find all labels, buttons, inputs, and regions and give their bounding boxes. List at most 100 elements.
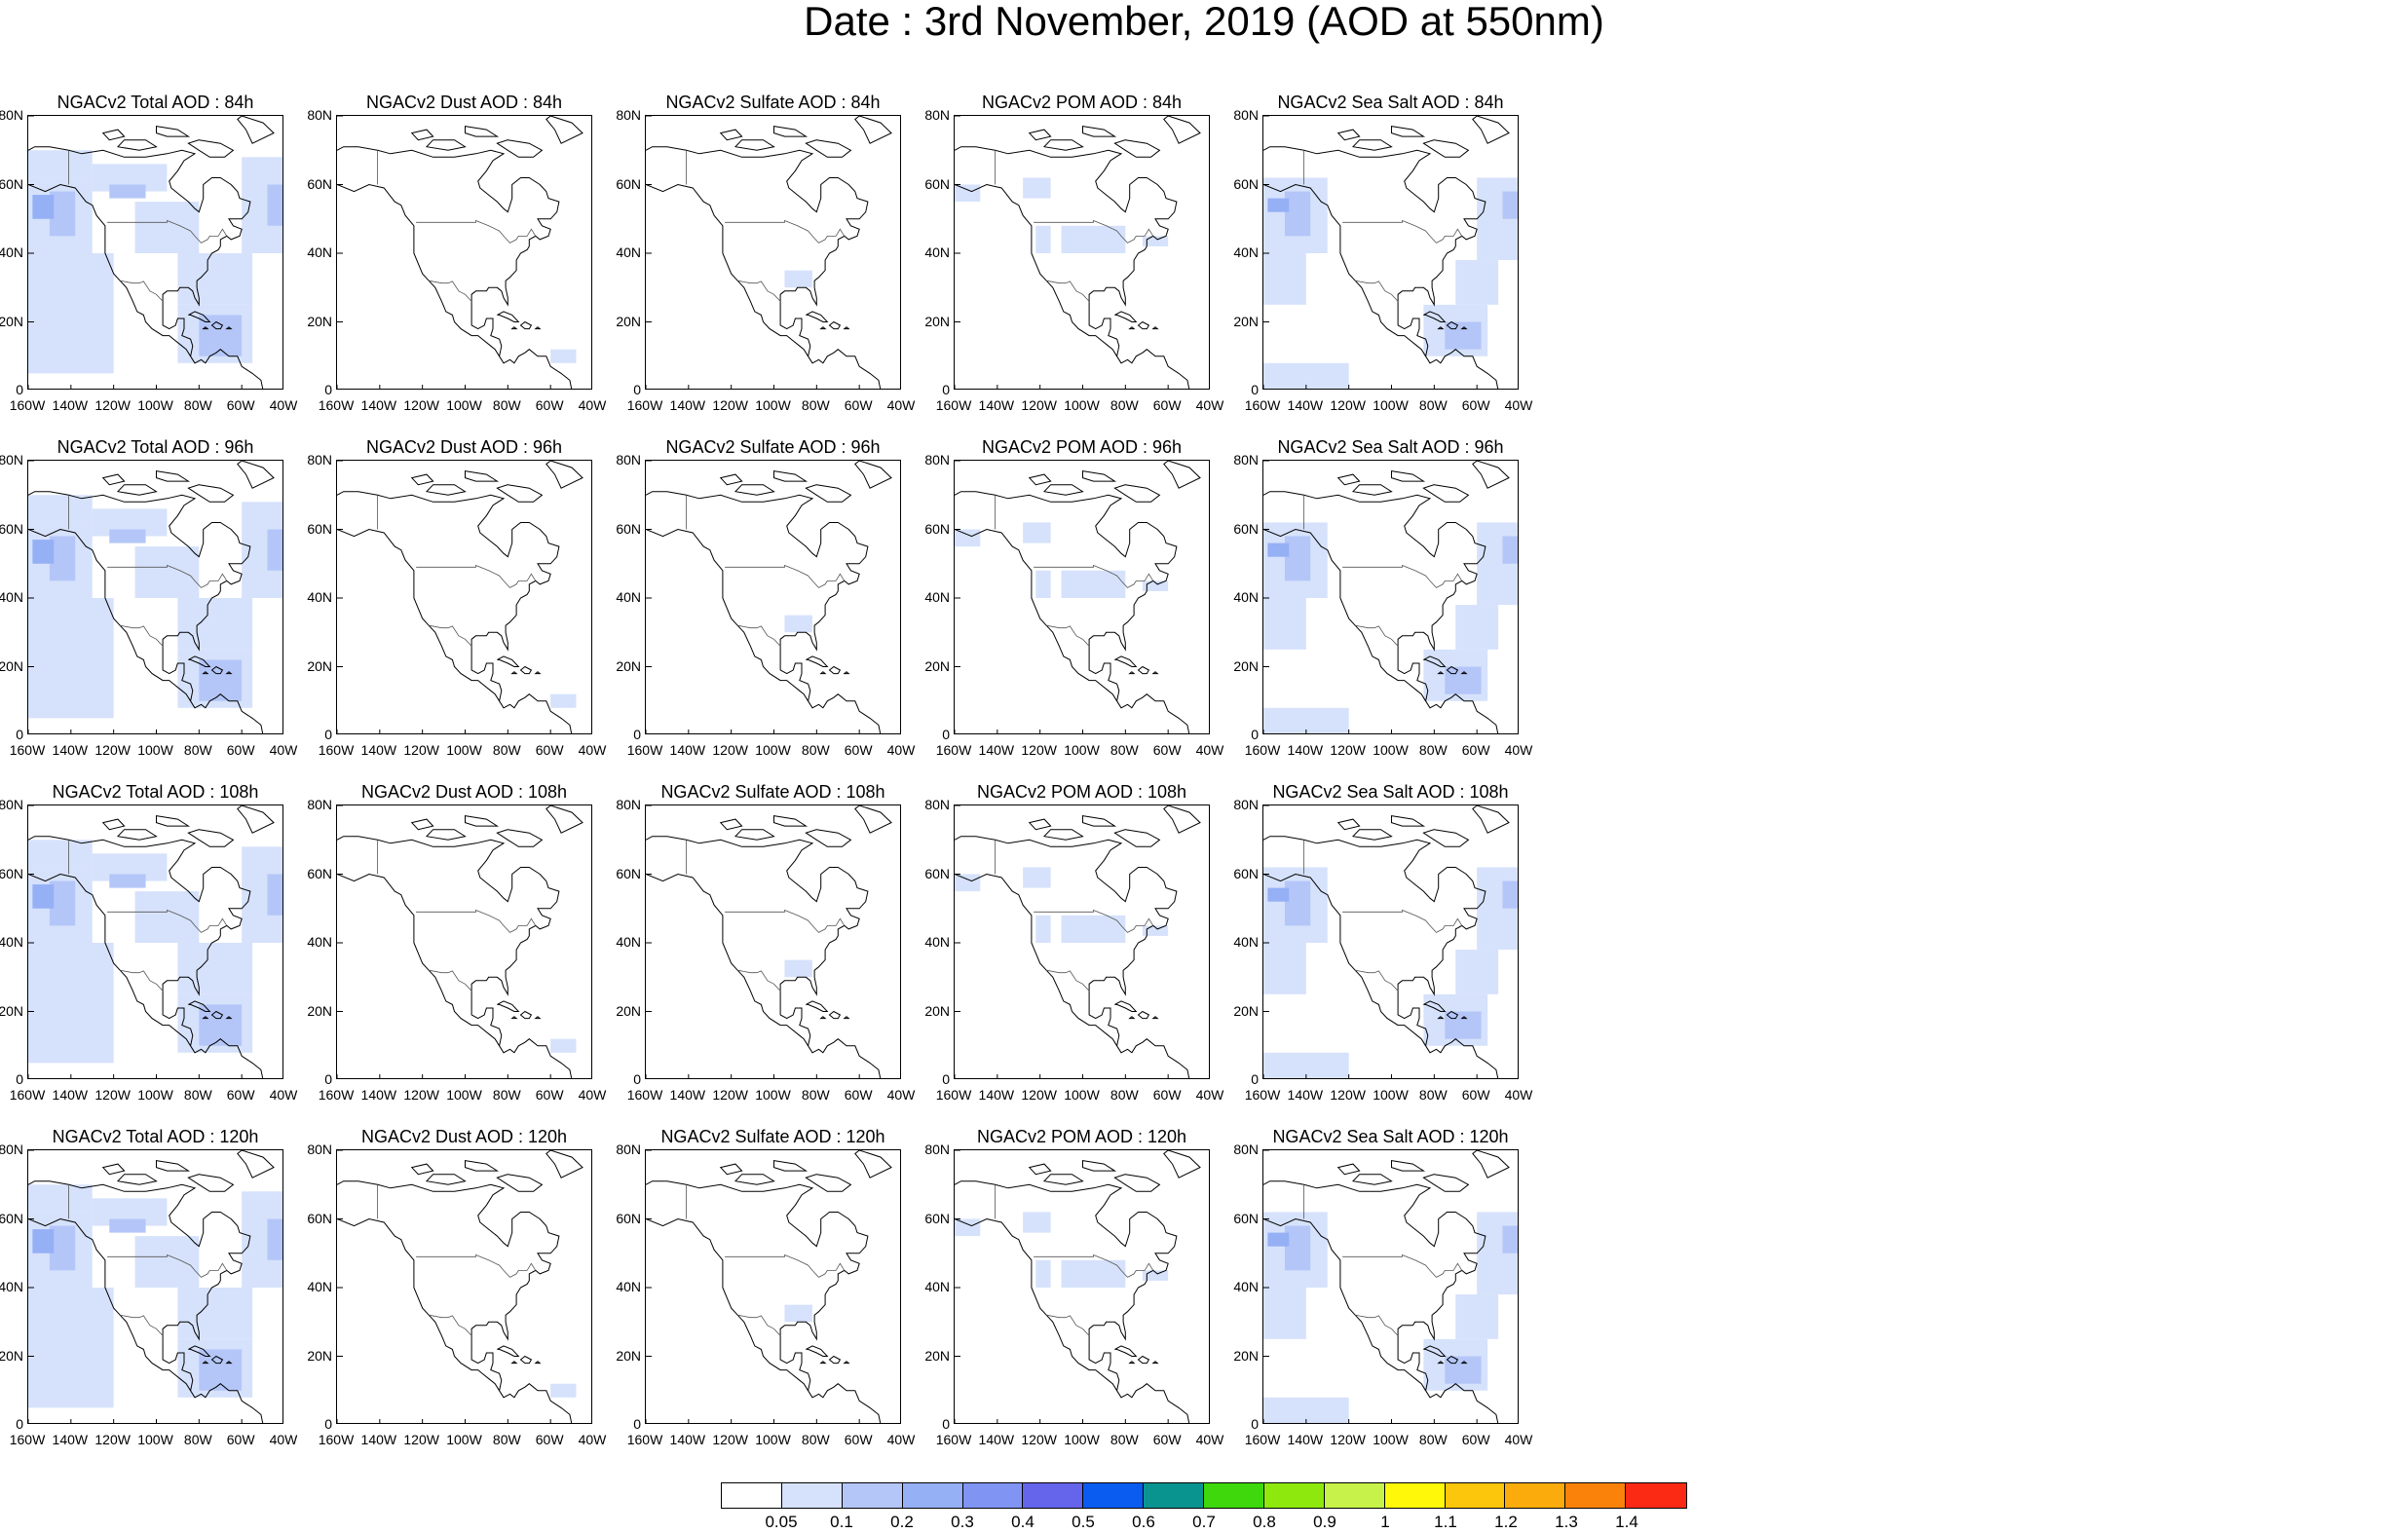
lat-tick-label: 60N: [0, 520, 23, 537]
colorbar-label: 1: [1380, 1513, 1390, 1531]
island-outline: [156, 126, 191, 137]
aod-map: [955, 805, 1201, 1078]
aod-shaded-region: [1035, 1259, 1051, 1288]
coastline: [1263, 183, 1499, 389]
map-plot-area: [645, 1149, 901, 1424]
panel-title: NGACv2 Total AOD : 120h: [52, 1127, 259, 1146]
lon-tick-label: 60W: [226, 1087, 255, 1103]
aod-shaded-region: [1455, 605, 1499, 650]
aod-shaded-region: [1284, 536, 1311, 581]
island-outline: [1422, 484, 1470, 503]
island-outline: [719, 129, 743, 141]
coastline: [337, 528, 573, 733]
island-outline: [202, 671, 209, 675]
colorbar-swatch: [1083, 1483, 1145, 1508]
aod-shaded-region: [1455, 950, 1499, 994]
country-border: [1342, 909, 1463, 933]
lat-tick-label: 0: [633, 1071, 641, 1087]
lat-tick-label: 40N: [0, 934, 23, 950]
coastline: [28, 146, 251, 307]
lon-tick-label: 140W: [1287, 742, 1324, 758]
lon-tick-label: 140W: [669, 1087, 706, 1103]
aod-shaded-region: [32, 540, 55, 564]
island-outline: [519, 1355, 533, 1365]
country-border: [120, 280, 164, 302]
colorbar-label: 0.6: [1132, 1513, 1155, 1531]
panel-title: NGACv2 Total AOD : 96h: [56, 437, 254, 457]
lat-tick-label: 40N: [307, 244, 332, 260]
lat-tick-label: 60N: [1233, 865, 1259, 881]
island-outline: [843, 1361, 850, 1365]
coastline: [1088, 646, 1120, 701]
aod-shaded-region: [28, 840, 93, 868]
colorbar-label: 1.3: [1555, 1513, 1578, 1531]
lat-tick-label: 80N: [307, 1141, 332, 1157]
lon-tick-label: 120W: [403, 742, 439, 758]
island-outline: [546, 461, 583, 489]
aod-shaded-region: [134, 546, 200, 598]
coastline: [337, 873, 573, 1078]
island-outline: [497, 1345, 520, 1357]
island-outline: [237, 461, 275, 489]
lat-tick-label: 20N: [1233, 313, 1259, 329]
aod-shaded-region: [1023, 522, 1051, 543]
lat-tick-label: 80N: [924, 797, 950, 812]
island-outline: [843, 326, 850, 330]
island-outline: [1128, 326, 1136, 330]
coastline: [955, 528, 1190, 733]
island-outline: [237, 116, 275, 144]
lat-tick-label: 40N: [616, 244, 641, 260]
lon-tick-label: 120W: [1021, 742, 1057, 758]
aod-shaded-region: [550, 349, 577, 363]
island-outline: [534, 671, 542, 675]
island-outline: [854, 461, 892, 489]
lon-tick-label: 100W: [137, 397, 173, 413]
panel-title: NGACv2 Sulfate AOD : 120h: [660, 1127, 885, 1146]
aod-shaded-region: [1263, 1288, 1306, 1339]
island-outline: [156, 815, 191, 827]
country-border: [1034, 1253, 1154, 1278]
colorbar-label: 0.4: [1011, 1513, 1035, 1531]
aod-shaded-region: [177, 253, 253, 305]
lon-tick-label: 120W: [403, 1432, 439, 1447]
aod-shaded-region: [955, 184, 981, 203]
lon-tick-label: 60W: [1461, 397, 1490, 413]
aod-shaded-region: [28, 150, 93, 178]
lon-tick-label: 80W: [801, 742, 830, 758]
lat-tick-label: 40N: [307, 934, 332, 950]
island-outline: [1163, 805, 1201, 834]
lon-tick-label: 60W: [226, 742, 255, 758]
lat-tick-label: 80N: [0, 797, 23, 812]
colorbar-swatch: [1565, 1483, 1627, 1508]
aod-shaded-region: [134, 1236, 200, 1288]
coastline: [955, 873, 1190, 1078]
lat-tick-label: 0: [1251, 1416, 1259, 1432]
aod-shaded-region: [177, 943, 253, 994]
lat-tick-label: 80N: [307, 797, 332, 812]
coastline: [162, 301, 194, 356]
island-outline: [425, 829, 467, 841]
lat-tick-label: 40N: [924, 244, 950, 260]
lon-tick-label: 80W: [1110, 1087, 1139, 1103]
lon-tick-label: 100W: [755, 1432, 791, 1447]
colorbar-label: 0.9: [1313, 1513, 1336, 1531]
lat-tick-label: 0: [942, 1071, 950, 1087]
island-outline: [1336, 129, 1361, 141]
country-border: [416, 909, 537, 933]
island-outline: [410, 129, 434, 141]
lon-tick-label: 80W: [1110, 1432, 1139, 1447]
aod-shaded-region: [1061, 1259, 1126, 1288]
island-outline: [1128, 1016, 1136, 1020]
lat-tick-label: 80N: [924, 452, 950, 468]
lon-tick-label: 40W: [886, 397, 916, 413]
lat-tick-label: 0: [324, 1071, 332, 1087]
island-outline: [210, 320, 224, 330]
panel-title: NGACv2 Sulfate AOD : 84h: [665, 93, 881, 112]
island-outline: [1423, 655, 1447, 667]
island-outline: [210, 665, 224, 675]
map-plot-area: [1262, 115, 1519, 390]
island-outline: [116, 484, 158, 496]
coastline: [779, 991, 811, 1046]
island-outline: [1351, 1174, 1393, 1185]
coastline: [28, 873, 264, 1078]
